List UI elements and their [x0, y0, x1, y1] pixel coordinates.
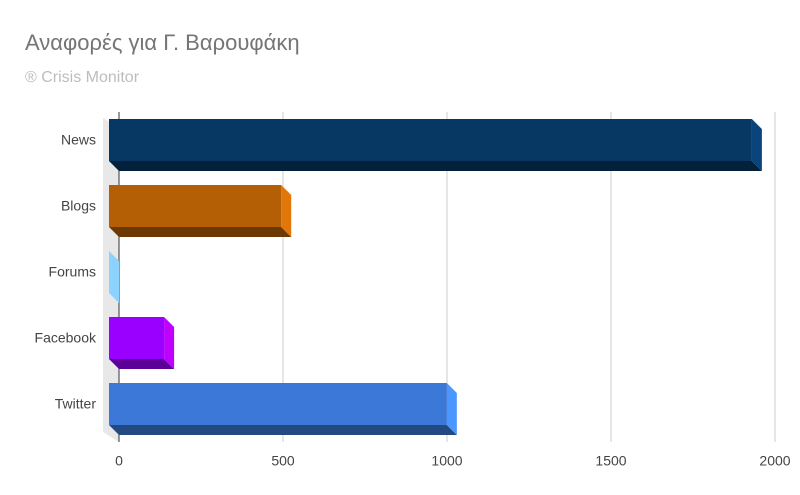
x-tick-label: 1000 [431, 453, 462, 469]
y-tick-label: News [61, 132, 96, 148]
bar-side [446, 383, 457, 435]
chart-subtitle: ® Crisis Monitor [25, 69, 140, 86]
bar-side [281, 185, 292, 237]
y-tick-label: Facebook [35, 330, 97, 346]
x-tick-label: 0 [115, 453, 123, 469]
bar [109, 119, 752, 161]
chart-title: Αναφορές για Γ. Βαρουφάκη [25, 30, 300, 55]
bar [109, 317, 165, 359]
bar-side [109, 251, 119, 303]
x-tick-label: 500 [271, 453, 295, 469]
x-tick-label: 1500 [595, 453, 626, 469]
bar-bottom [109, 425, 457, 435]
bar-bottom [109, 161, 762, 171]
bar [109, 185, 282, 227]
y-tick-label: Forums [49, 264, 96, 280]
bar-side [164, 317, 175, 369]
y-tick-label: Twitter [55, 396, 97, 412]
y-tick-label: Blogs [61, 198, 96, 214]
bar-side [751, 119, 762, 171]
bar-bottom [109, 227, 292, 237]
bar-bottom [109, 359, 175, 369]
bar [109, 383, 447, 425]
x-tick-label: 2000 [759, 453, 790, 469]
